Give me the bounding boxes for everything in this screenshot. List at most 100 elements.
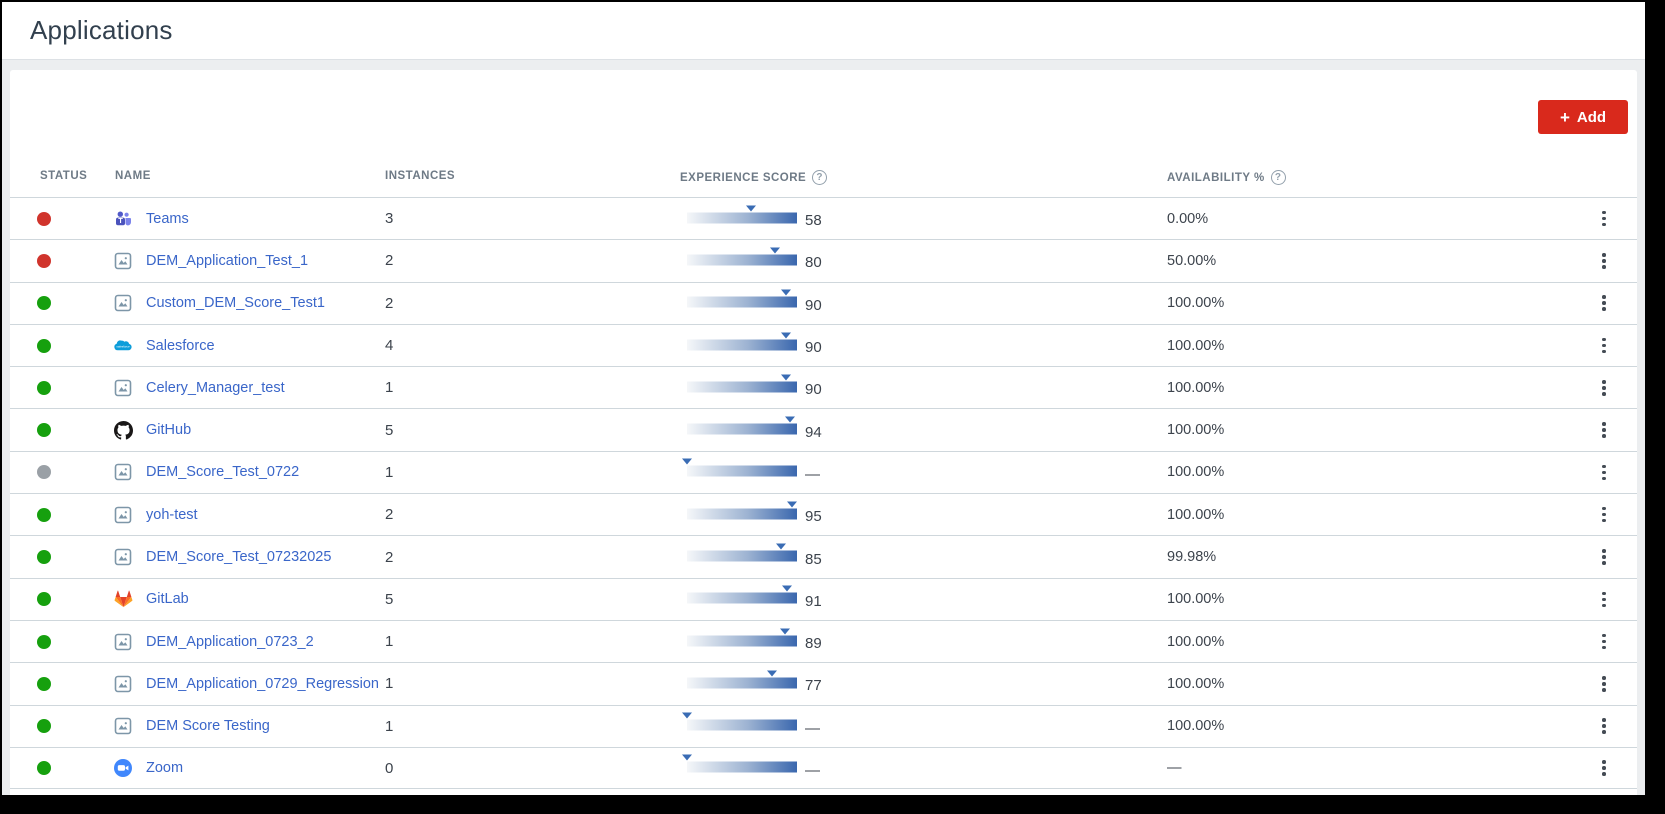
availability-value: 100.00% [1167,337,1225,354]
add-button[interactable]: + Add [1538,100,1628,134]
experience-score-value: 89 [805,635,822,653]
experience-score-help-icon[interactable]: ? [812,170,828,185]
score-marker-icon [781,332,791,339]
experience-score-value: — [805,761,820,779]
availability-value: 50.00% [1167,252,1217,269]
column-header-status: Status [40,170,88,182]
page-header: Applications [2,2,1645,60]
row-menu-kebab-icon[interactable] [1595,325,1613,366]
experience-score-value: 80 [805,254,822,272]
availability-value: 100.00% [1167,718,1225,735]
experience-score-bar [687,670,797,689]
availability-help-icon[interactable]: ? [1270,170,1286,185]
status-dot-green [37,621,51,662]
row-menu-kebab-icon[interactable] [1595,409,1613,450]
availability-value: 100.00% [1167,422,1225,439]
plus-icon: + [1559,107,1570,127]
app-name-link[interactable]: DEM_Application_Test_1 [146,252,309,269]
instances-value: 1 [385,633,394,651]
app-name-link[interactable]: GitHub [146,422,192,439]
score-marker-icon [682,754,692,761]
availability-value: 100.00% [1167,295,1225,312]
row-menu-kebab-icon[interactable] [1595,621,1613,662]
row-menu-kebab-icon[interactable] [1595,706,1613,747]
applications-table-body: T Teams 3 58 0.00% DEM_Application_Test_1 2 80 5… [10,197,1637,790]
status-dot-green [37,579,51,620]
app-name-link[interactable]: DEM_Application_0723_2 [146,633,314,650]
app-name-link[interactable]: yoh-test [146,506,198,523]
score-marker-icon [745,205,756,212]
instances-value: 2 [385,548,394,566]
row-menu-kebab-icon[interactable] [1595,367,1613,408]
row-menu-kebab-icon[interactable] [1595,494,1613,535]
experience-score-value: 85 [805,550,822,568]
status-dot-red [37,240,51,281]
teams-icon: T [113,198,133,239]
status-dot-gray [37,452,51,493]
app-name-link[interactable]: Custom_DEM_Score_Test1 [146,295,325,312]
table-row: DEM_Application_Test_1 2 80 50.00% [10,239,1637,281]
instances-value: 2 [385,252,394,270]
row-menu-kebab-icon[interactable] [1595,663,1613,704]
column-header-availability: Availability % ? [1167,170,1286,185]
applications-page: Applications + Add Status Name Instances… [2,2,1645,795]
status-dot-green [37,663,51,704]
availability-value: 100.00% [1167,464,1225,481]
add-button-label: Add [1576,108,1607,126]
column-header-name: Name [115,170,151,182]
availability-label: Availability % [1167,171,1265,184]
experience-score-bar [682,458,797,477]
page-title: Applications [30,15,173,45]
experience-score-value: 90 [805,381,822,399]
app-name-link[interactable]: DEM_Score_Test_0722 [146,464,300,481]
status-dot-green [37,494,51,535]
row-menu-kebab-icon[interactable] [1595,283,1613,324]
app-name-link[interactable]: DEM_Application_0729_Regression [146,675,379,692]
instances-value: 1 [385,463,394,481]
generic-app-icon [113,452,133,493]
table-row: Celery_Manager_test 1 90 100.00% [10,366,1637,408]
status-dot-green [37,706,51,747]
table-header: Status Name Instances Experience Score ?… [10,159,1637,197]
experience-score-bar [687,289,797,308]
experience-score-label: Experience Score [680,171,807,184]
experience-score-bar [687,628,797,647]
table-row: DEM Score Testing 1 — 100.00% [10,704,1637,747]
generic-app-icon [113,706,133,747]
app-name-link[interactable]: DEM Score Testing [146,718,270,735]
experience-score-value: — [805,465,820,483]
row-menu-kebab-icon[interactable] [1595,198,1613,239]
experience-score-bar [682,754,797,773]
gitlab-icon [113,579,133,620]
instances-value: 1 [385,675,394,693]
row-menu-kebab-icon[interactable] [1595,536,1613,577]
status-dot-green [37,748,51,788]
app-name-link[interactable]: GitLab [146,591,189,608]
experience-score-value: 77 [805,677,822,695]
row-menu-kebab-icon[interactable] [1595,452,1613,493]
svg-text:salesforce: salesforce [116,344,130,348]
column-header-instances: Instances [385,170,456,182]
row-menu-kebab-icon[interactable] [1595,240,1613,281]
app-name-link[interactable]: Teams [146,210,189,227]
table-row: salesforce Salesforce 4 90 100.00% [10,323,1637,366]
score-marker-icon [781,374,791,381]
row-menu-kebab-icon[interactable] [1595,748,1613,788]
app-name-link[interactable]: Salesforce [146,337,215,354]
experience-score-bar [687,332,797,351]
status-dot-green [37,536,51,577]
experience-score-value: 91 [805,592,822,610]
generic-app-icon [113,283,133,324]
app-name-link[interactable]: Zoom [146,760,184,776]
row-menu-kebab-icon[interactable] [1595,579,1613,620]
app-name-link[interactable]: Celery_Manager_test [146,379,285,396]
score-marker-icon [779,628,790,635]
table-row: GitHub 5 94 100.00% [10,408,1637,450]
app-name-link[interactable]: DEM_Score_Test_07232025 [146,549,332,566]
generic-app-icon [113,367,133,408]
generic-app-icon [113,621,133,662]
score-marker-icon [682,712,692,719]
salesforce-icon: salesforce [113,325,133,366]
table-row: DEM_Score_Test_0722 1 — 100.00% [10,450,1637,493]
experience-score-bar [687,205,797,224]
